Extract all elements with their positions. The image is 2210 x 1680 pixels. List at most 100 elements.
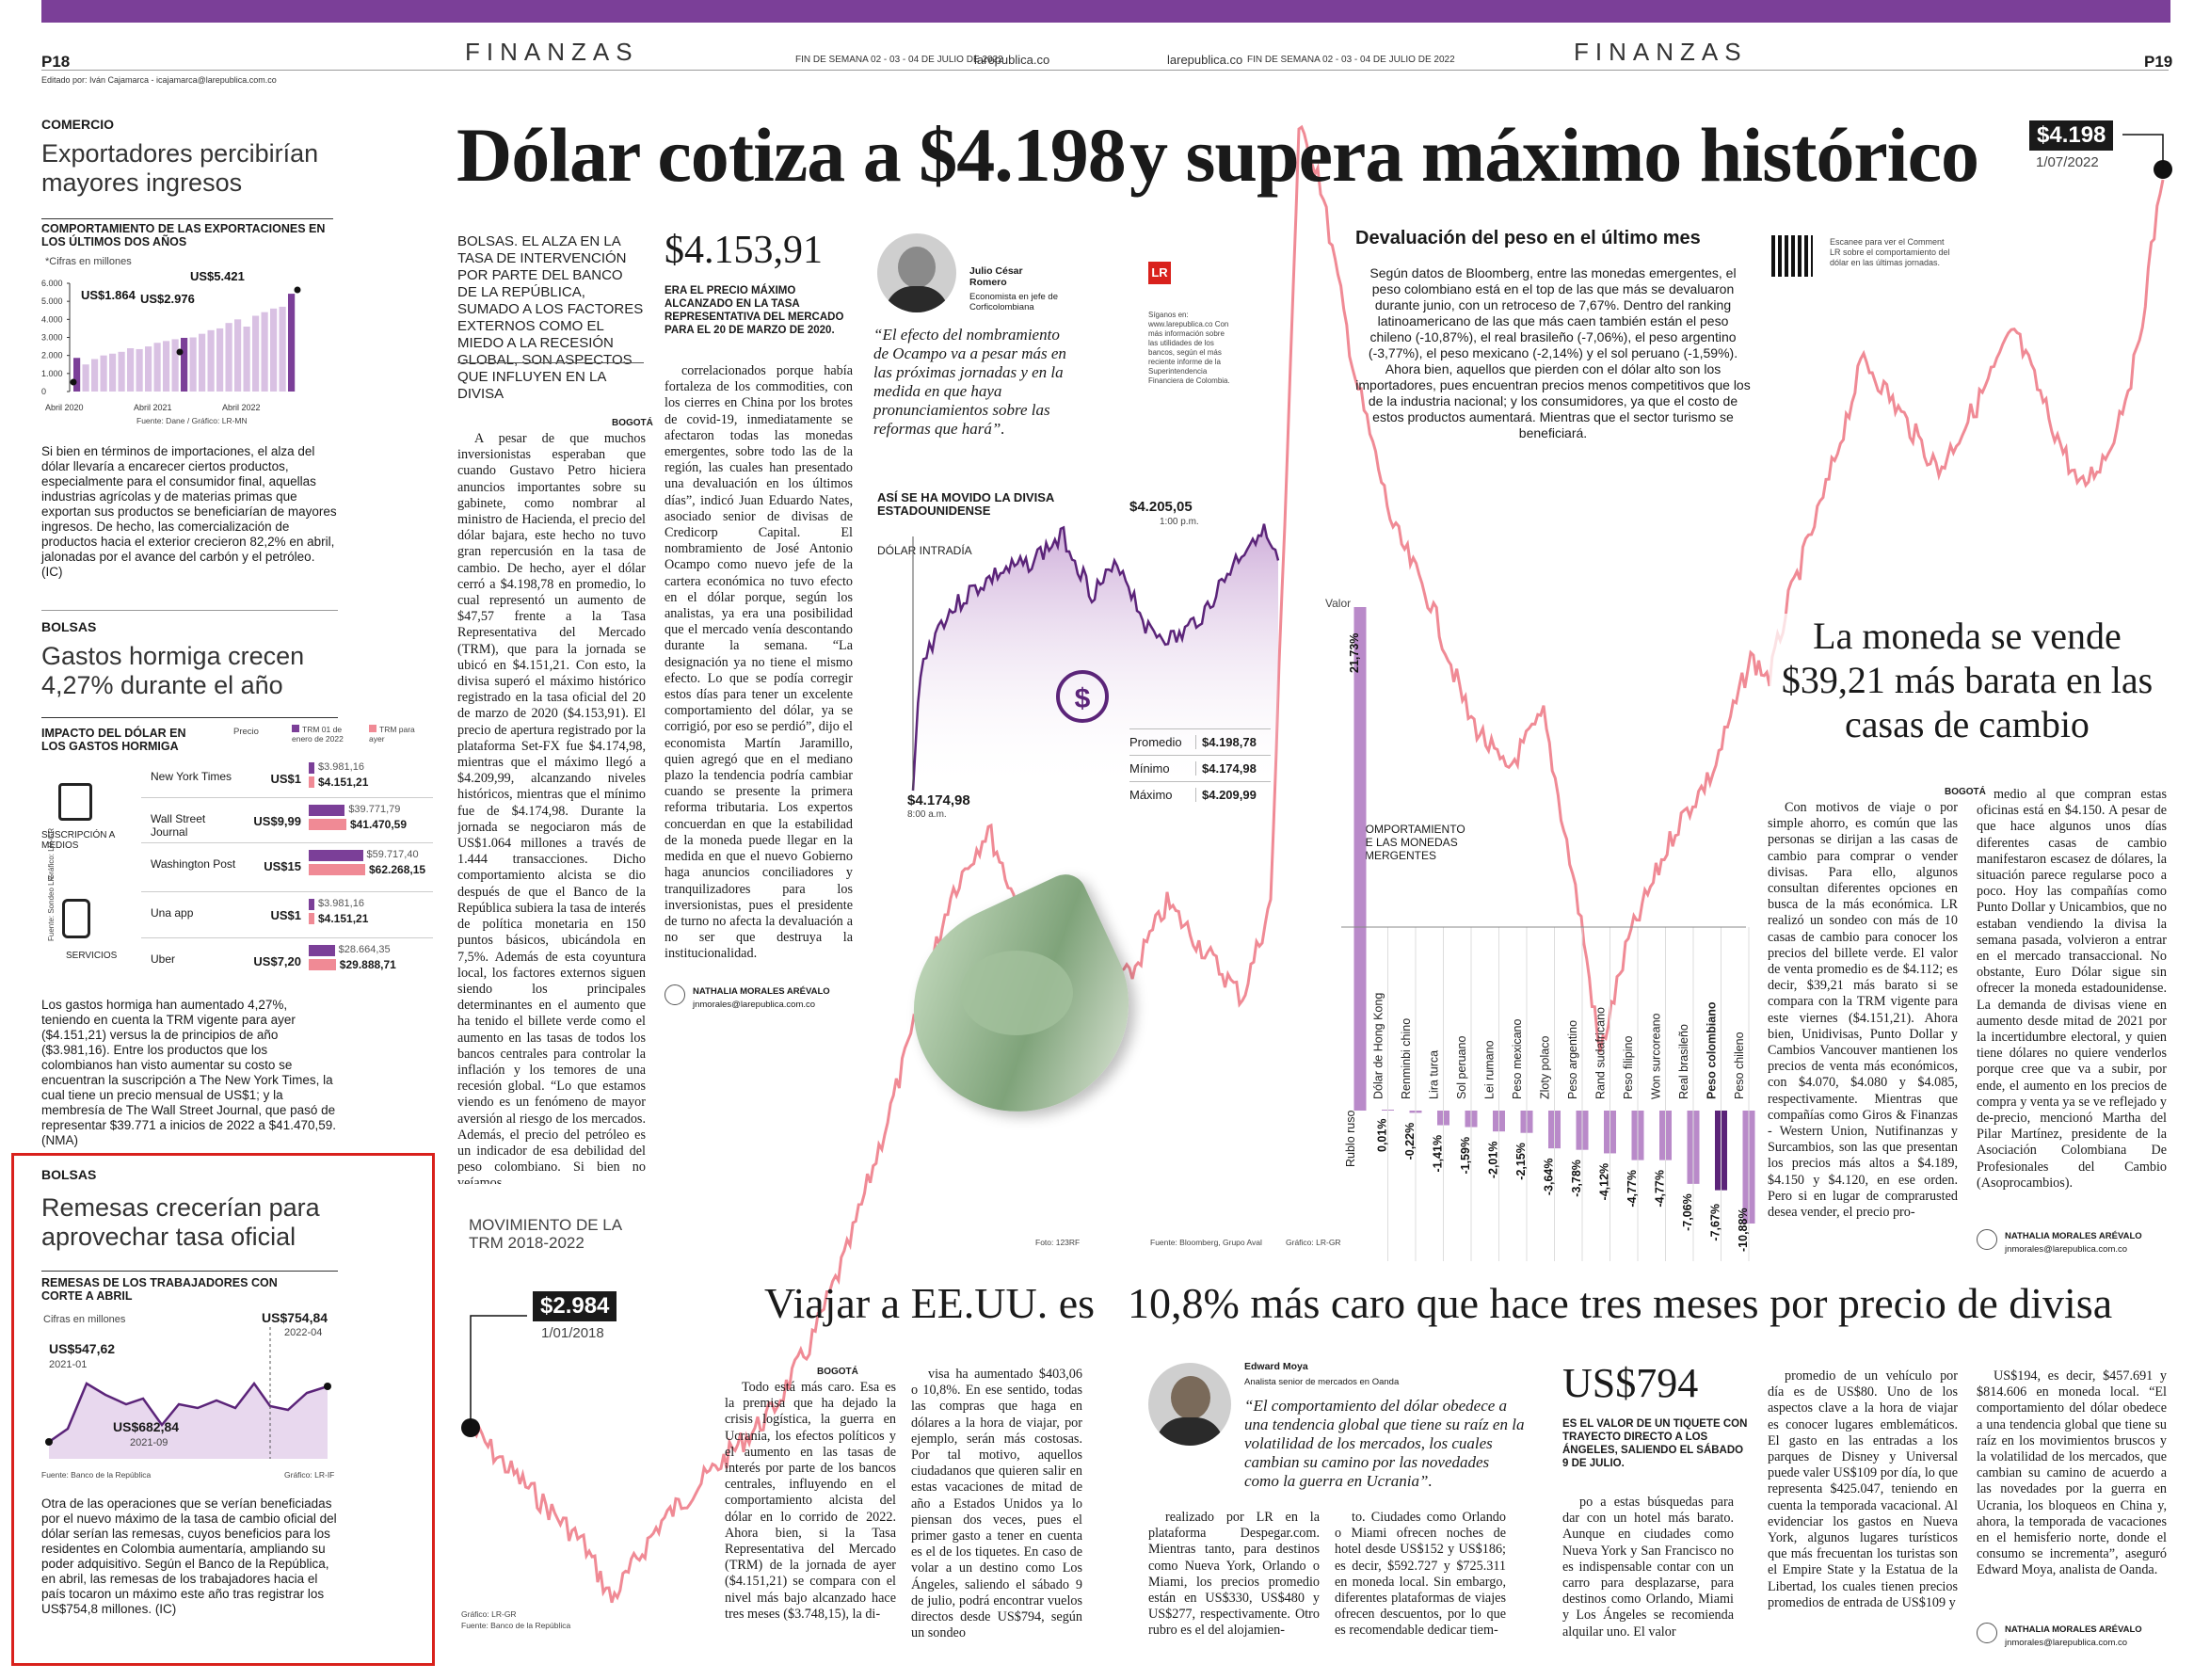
currency-name: Sol peruano	[1455, 1036, 1468, 1099]
currency-name: Dólar de Hong Kong	[1372, 993, 1385, 1099]
person-role-2: Analista senior de mercados en Oanda	[1244, 1377, 1400, 1387]
sidebar-divider-2	[41, 610, 338, 611]
trm-chart-title: MOVIMIENTO DE LA TRM 2018-2022	[469, 1216, 622, 1252]
gastos-col-price: Precio	[233, 727, 259, 737]
exports-xtick: Abril 2020	[45, 403, 84, 412]
exports-xtick: Abril 2021	[134, 403, 172, 412]
casas-column-1: Con motivos de viaje o por simple ahorro…	[1768, 800, 1958, 1221]
gastos-value-jan: $59.717,40	[366, 849, 419, 860]
qr-note: Escanee para ver el Comment LR sobre el …	[1830, 237, 1950, 267]
currency-value: -10,88%	[1737, 1208, 1750, 1252]
exports-bar	[288, 294, 296, 392]
author-mail-1[interactable]: jnmorales@larepublica.com.co	[693, 1000, 816, 1010]
exports-bar	[225, 323, 232, 392]
dateline-1: BOGOTÁ	[612, 418, 653, 428]
currency-value: -7,67%	[1709, 1204, 1722, 1241]
exports-ytick: 5.000	[41, 296, 63, 306]
currency-bar	[1353, 607, 1367, 1111]
exports-text: Si bien en términos de importaciones, el…	[41, 444, 337, 579]
exports-bar	[100, 355, 107, 392]
main-headline-left: Dólar cotiza a $4.198	[456, 112, 1127, 198]
exports-chart: 6.000 5.000 4.000 3.000 2.000 1.000 0 Abril 202…	[41, 269, 301, 412]
exports-chart-note: *Cifras en millones	[45, 256, 132, 267]
exports-bar	[279, 306, 286, 392]
intraday-chart-title: ASÍ SE HA MOVIDO LA DIVISA ESTADOUNIDENS…	[877, 490, 1054, 518]
exports-bar	[261, 312, 268, 392]
person-role-1: Economista en jefe de Corficolombiana	[969, 292, 1059, 312]
gastos-row-divider	[141, 797, 433, 798]
gastos-row-name: Uber	[151, 952, 176, 966]
devaluation-title: Devaluación del peso en el último mes	[1355, 228, 1701, 248]
gastos-row-divider	[141, 842, 433, 843]
author-3: NATHALIA MORALES ARÉVALO	[2005, 1624, 2142, 1635]
exports-source: Fuente: Dane / Gráfico: LR-MN	[136, 416, 248, 425]
site-url-right[interactable]: larepublica.co	[1167, 53, 1243, 67]
intraday-close-time: 1:00 p.m.	[1160, 517, 1199, 527]
kicker-comercio: COMERCIO	[41, 117, 114, 132]
article-column-2: correlacionados porque había fortaleza d…	[665, 363, 853, 962]
currency-value: -1,41%	[1432, 1135, 1445, 1173]
phone-app-icon	[62, 899, 90, 938]
currency-name: Rublo ruso	[1344, 1111, 1357, 1167]
lr-note[interactable]: Síganos en: www.larepublica.co Con más i…	[1148, 311, 1230, 385]
masthead-rule	[41, 70, 2169, 71]
gastos-bar-today	[309, 819, 346, 830]
currency-name: Lira turca	[1428, 1050, 1441, 1099]
devaluation-text: Según datos de Bloomberg, entre las mone…	[1355, 265, 1751, 440]
exports-bar	[118, 351, 125, 392]
author-mail-3[interactable]: jnmorales@larepublica.com.co	[2005, 1638, 2128, 1648]
gastos-row-price: US$7,20	[253, 954, 301, 968]
remesas-mid-label: US$682,84	[113, 1419, 180, 1434]
gastos-row-divider	[141, 937, 433, 938]
remesas-chart	[45, 1327, 331, 1459]
quote-julio: “El efecto del nombramiento de Ocampo va…	[873, 326, 1066, 438]
remesas-end-date: 2022-04	[284, 1327, 323, 1338]
big-number-caption: ERA EL PRECIO MÁXIMO ALCANZADO EN LA TAS…	[665, 285, 844, 336]
intraday-close-value: $4.205,05	[1129, 499, 1193, 515]
currencies-chart-title: COMPORTAMIENTO DE LAS MONEDAS EMERGENTES	[1357, 823, 1465, 862]
gastos-bar-today	[309, 864, 365, 875]
current-rate-callout: $4.198	[2029, 120, 2114, 151]
currency-axis-label: Valor	[1325, 597, 1352, 610]
qr-code-icon[interactable]	[1771, 235, 1813, 277]
edition-date-left: FIN DE SEMANA 02 - 03 - 04 DE JULIO DE 2…	[795, 55, 1003, 65]
viajar-headline-right: 10,8% más caro que hace tres meses por p…	[1128, 1279, 2113, 1327]
cat-servicios: SERVICIOS	[66, 951, 118, 961]
author-1: NATHALIA MORALES ARÉVALO	[693, 986, 830, 997]
photo-credit: Foto: 123RF	[1035, 1238, 1081, 1247]
exports-bar	[153, 343, 161, 392]
exports-bar	[270, 308, 278, 392]
gastos-bar-today	[309, 776, 314, 788]
big-number-ticket-caption: ES EL VALOR DE UN TIQUETE CON TRAYECTO D…	[1562, 1418, 1748, 1469]
exports-bar	[243, 327, 250, 392]
remesas-source: Fuente: Banco de la República	[41, 1470, 152, 1480]
intraday-stat-row: Máximo $4.209,99	[1129, 781, 1271, 808]
gastos-value-jan: $3.981,16	[318, 898, 364, 909]
intraday-stat-label: Máximo	[1129, 788, 1173, 802]
site-url-left[interactable]: larepublica.co	[974, 53, 1050, 67]
dollar-bill-image	[879, 867, 1163, 1195]
sidebar-title-gastos: Gastos hormiga crecen 4,27% durante el a…	[41, 642, 305, 699]
exports-ytick: 0	[41, 387, 46, 396]
gastos-chart-title: IMPACTO DEL DÓLAR EN LOS GASTOS HORMIGA	[41, 727, 186, 753]
viajar-column-2: visa ha aumentado $403,06 o 10,8%. En es…	[911, 1367, 1082, 1641]
gastos-row-price: US$1	[270, 908, 301, 922]
author-mail-2[interactable]: jnmorales@larepublica.com.co	[2005, 1244, 2128, 1255]
exports-chart-title: COMPORTAMIENTO DE LAS EXPORTACIONES EN L…	[41, 222, 326, 248]
main-headline-right: y supera máximo histórico	[1129, 112, 1979, 198]
page-number-right: P19	[2144, 53, 2173, 71]
intraday-stat-label: Promedio	[1129, 735, 1182, 749]
currency-name: Won surcoreano	[1650, 1013, 1663, 1099]
currency-name: Peso chileno	[1733, 1032, 1746, 1099]
currency-value: -2,01%	[1487, 1142, 1500, 1179]
remesas-text: Otra de las operaciones que se verían be…	[41, 1496, 337, 1616]
currency-name: Peso mexicano	[1511, 1018, 1524, 1099]
exports-bar	[199, 333, 206, 392]
remesas-start-label: US$547,62	[49, 1341, 116, 1356]
intraday-stat-value: $4.174,98	[1195, 761, 1257, 776]
gastos-row-price: US$15	[264, 859, 301, 873]
gastos-row-price: US$1	[270, 772, 301, 786]
currency-value: -3,64%	[1543, 1159, 1556, 1196]
gastos-bar-jan	[309, 945, 335, 956]
